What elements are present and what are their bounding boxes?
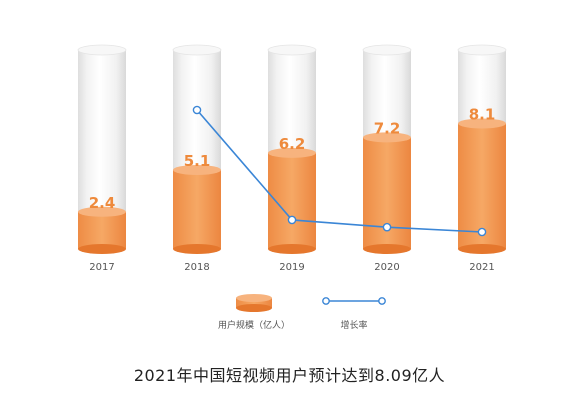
bar-2018 (172, 44, 222, 254)
bar-2021 (457, 44, 507, 254)
growth-point-2021 (477, 227, 487, 237)
value-label-2019: 6.2 (279, 135, 306, 153)
x-tick-2021: 2021 (469, 262, 494, 273)
legend-label-bar: 用户规模（亿人） (218, 319, 290, 331)
value-label-2018: 5.1 (184, 152, 211, 170)
value-label-2021: 8.1 (469, 105, 496, 123)
bar-2017 (77, 44, 127, 254)
growth-point-2018 (192, 105, 202, 115)
bar-2020 (362, 44, 412, 254)
x-tick-2017: 2017 (89, 262, 114, 273)
growth-point-2020 (382, 222, 392, 232)
x-tick-2020: 2020 (374, 262, 399, 273)
legend-label-line: 增长率 (340, 319, 367, 331)
growth-rate-line (192, 105, 487, 237)
value-labels: 2.4 5.1 6.2 7.2 8.1 (89, 105, 496, 211)
growth-point-2019 (287, 215, 297, 225)
x-tick-2018: 2018 (184, 262, 209, 273)
legend-line-icon (322, 297, 386, 305)
x-tick-2019: 2019 (279, 262, 304, 273)
x-axis-ticks: 2017 2018 2019 2020 2021 (89, 262, 494, 273)
legend-bar-icon (236, 294, 272, 312)
growth-rate-polyline (196, 109, 483, 233)
value-label-2020: 7.2 (374, 119, 401, 137)
value-label-2017: 2.4 (89, 194, 116, 212)
legend: 用户规模（亿人） 增长率 (218, 294, 386, 331)
chart-caption: 2021年中国短视频用户预计达到8.09亿人 (133, 366, 446, 385)
